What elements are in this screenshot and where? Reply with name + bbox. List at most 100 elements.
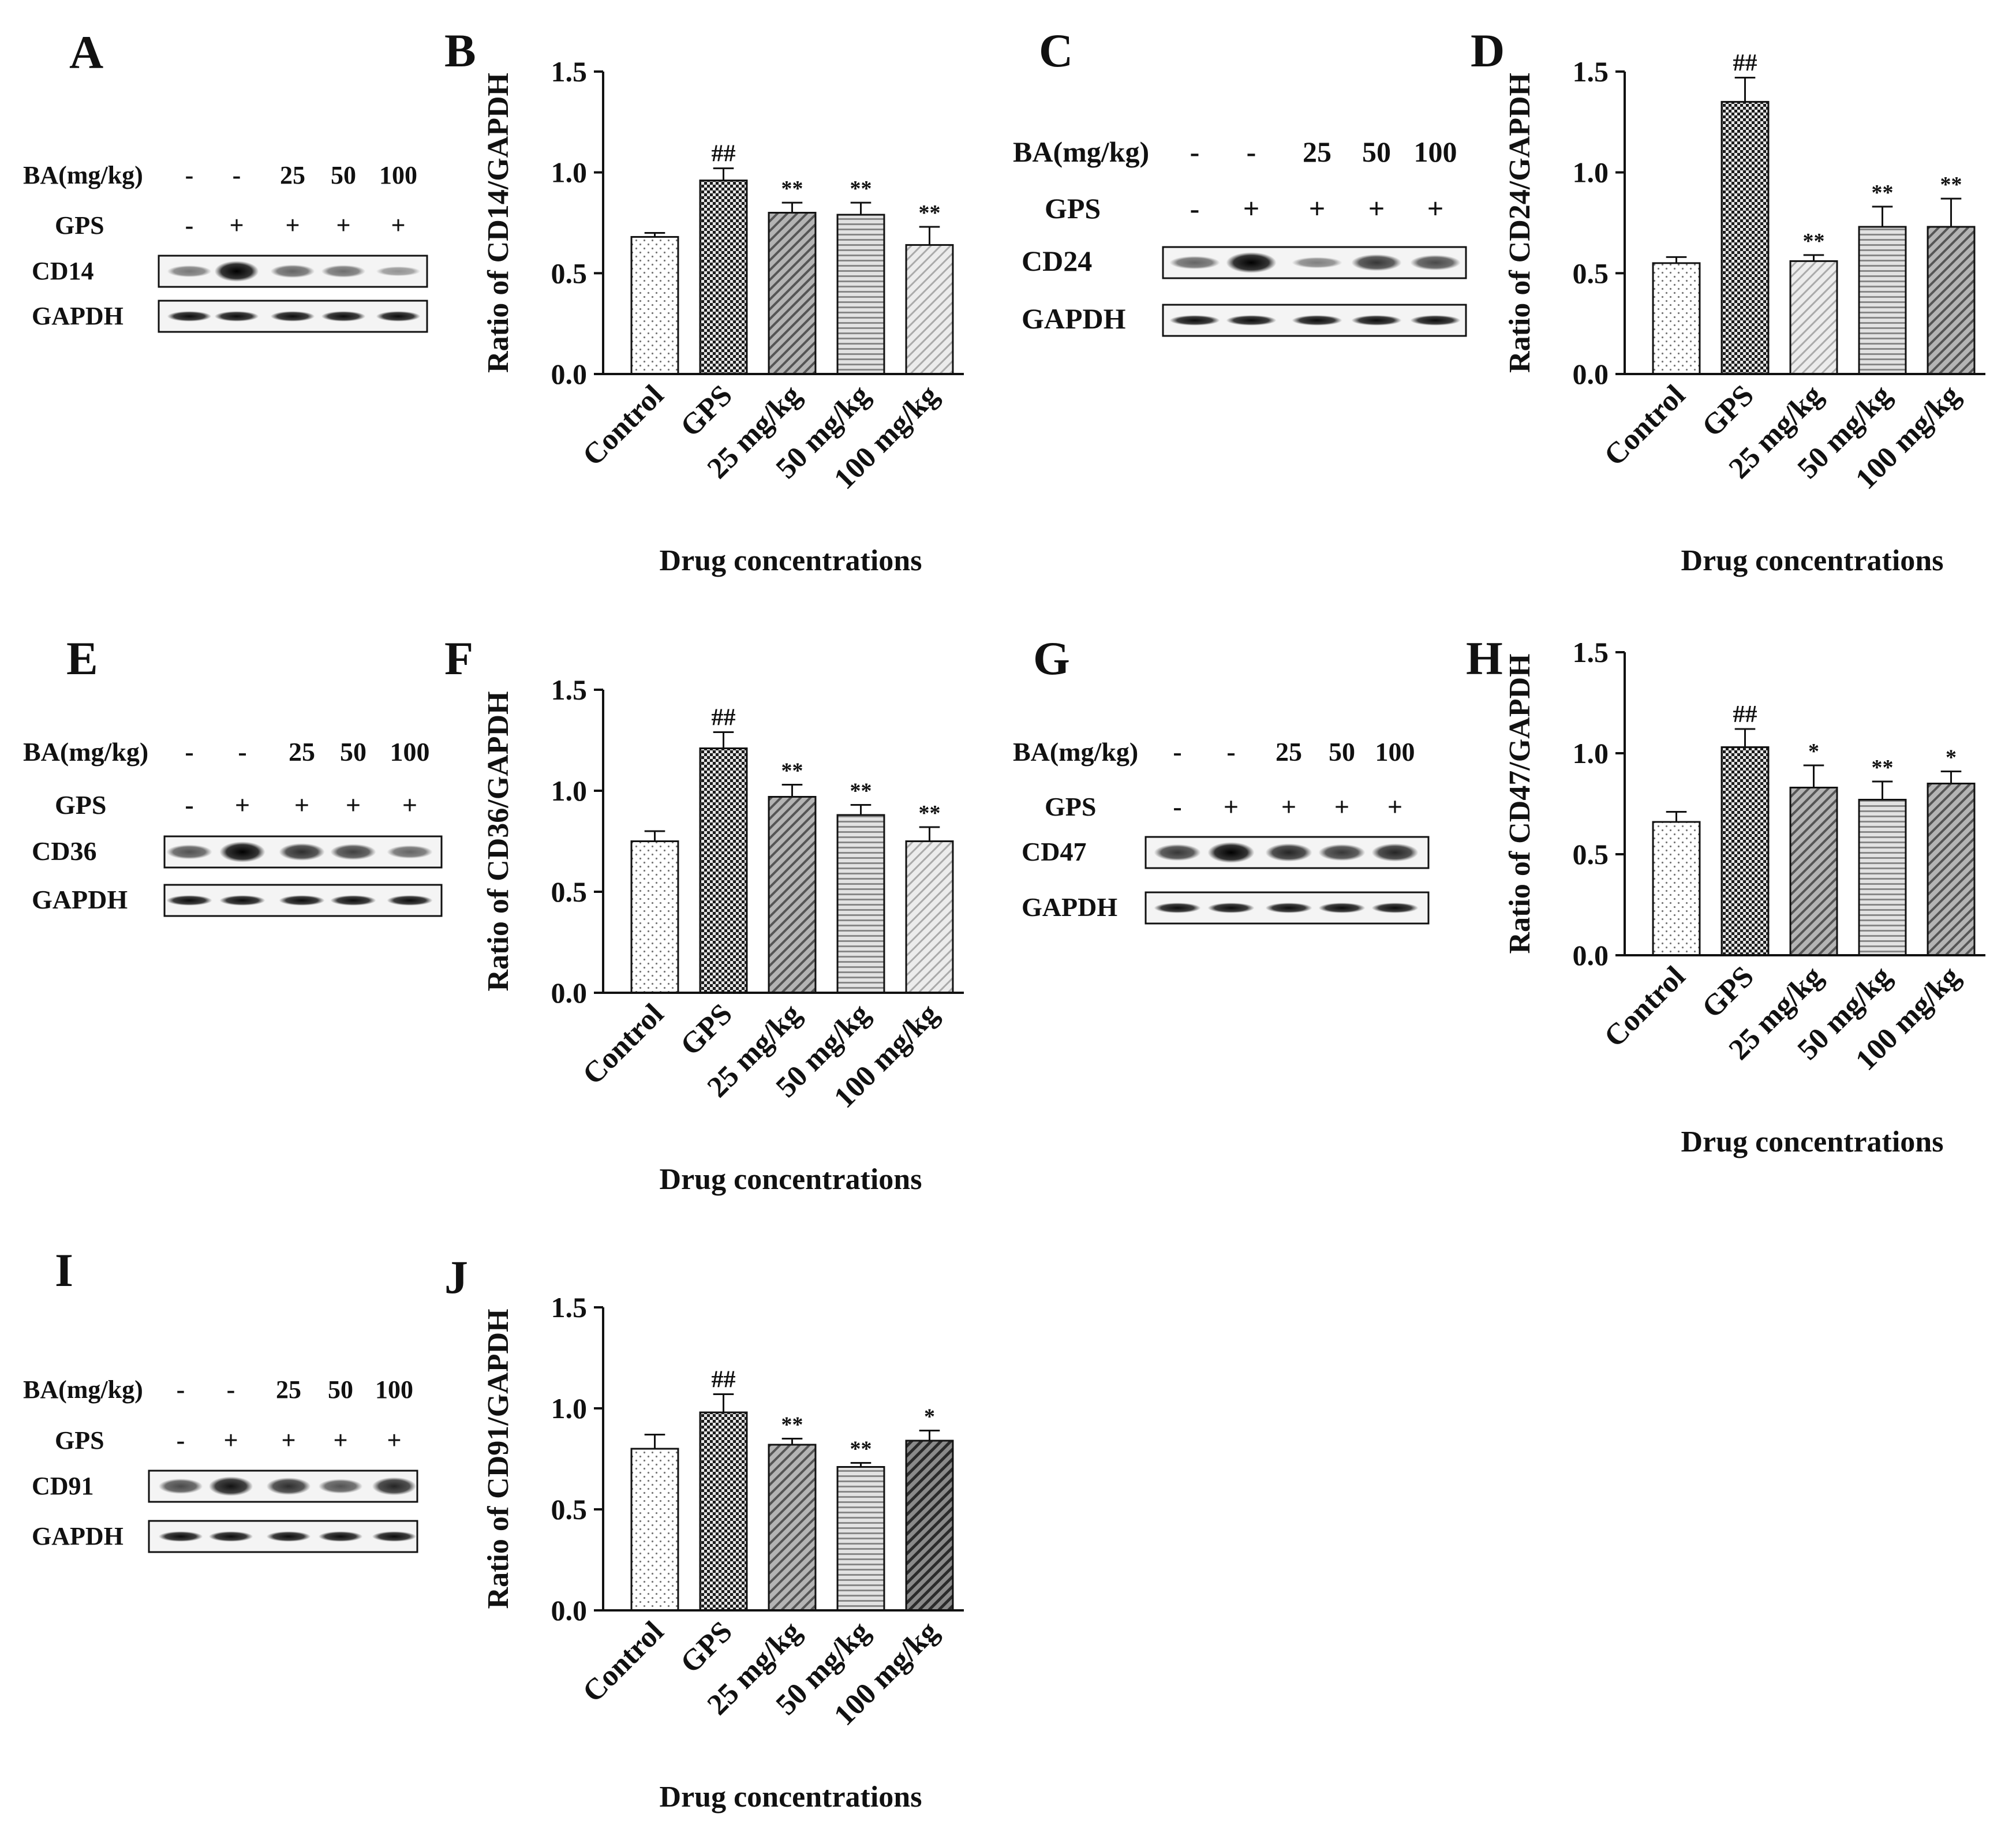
gps-value: + <box>391 211 405 240</box>
gapdh-band <box>1292 315 1342 326</box>
gps-value: + <box>1427 192 1444 225</box>
y-tick-label: 1.5 <box>551 55 588 88</box>
protein-label: CD91 <box>32 1472 94 1500</box>
protein-band <box>1207 842 1255 863</box>
panel-letter-d: D <box>1471 24 1505 77</box>
y-tick-label: 0.5 <box>1573 257 1609 289</box>
significance-marker: ## <box>712 141 736 167</box>
bar-chart-f: Control##GPS**25 mg/kg**50 mg/kg**100 mg… <box>482 674 964 1196</box>
bar <box>699 180 748 375</box>
ba-value: 100 <box>375 1375 413 1404</box>
gps-value: + <box>1309 192 1326 225</box>
y-tick-label: 0.5 <box>551 1493 588 1526</box>
y-axis-label: Ratio of CD91/GAPDH <box>482 1309 515 1609</box>
bar <box>905 1440 954 1612</box>
protein-band <box>208 1476 253 1496</box>
protein-band <box>321 265 366 278</box>
gps-value: + <box>336 211 350 240</box>
panel-letter-b: B <box>444 24 476 77</box>
gps-value: + <box>387 1426 401 1455</box>
gapdh-band <box>208 1531 253 1542</box>
ba-value: - <box>1247 136 1256 168</box>
bar <box>1652 262 1701 375</box>
protein-band <box>1169 256 1220 270</box>
gps-value: + <box>1281 792 1296 821</box>
gps-label: GPS <box>55 790 106 820</box>
y-tick-label: 1.0 <box>551 156 588 189</box>
bar-chart-b: Control##GPS**25 mg/kg**50 mg/kg**100 mg… <box>482 55 964 577</box>
gps-value: + <box>1243 192 1260 225</box>
gapdh-band <box>318 1531 363 1542</box>
protein-band <box>1371 843 1419 862</box>
ba-value: 50 <box>1362 136 1391 168</box>
gapdh-band <box>1226 315 1277 326</box>
gps-value: + <box>294 790 309 820</box>
significance-marker: ** <box>850 779 872 803</box>
blot-panel-c: BA(mg/kg) GPS - - 25 50 100 - + + + + CD24 GAPDH <box>1013 136 1467 337</box>
category-tick-label: Control <box>577 379 670 472</box>
gapdh-band <box>167 311 212 321</box>
bar <box>836 214 885 375</box>
protein-label: CD36 <box>32 836 96 866</box>
ba-value: - <box>185 161 194 189</box>
x-axis-label: Drug concentrations <box>1681 1126 1944 1158</box>
bar-chart-j: Control##GPS**25 mg/kg**50 mg/kg*100 mg/… <box>482 1291 964 1814</box>
y-tick-label: 1.5 <box>551 674 588 706</box>
significance-marker: * <box>1808 739 1819 764</box>
significance-marker: * <box>1946 746 1957 770</box>
y-tick-label: 0.5 <box>551 876 588 908</box>
y-axis-label: Ratio of CD36/GAPDH <box>482 691 515 992</box>
x-axis-label: Drug concentrations <box>1681 544 1944 577</box>
y-axis-label: Ratio of CD24/GAPDH <box>1503 73 1536 373</box>
significance-marker: * <box>924 1405 935 1429</box>
gps-value: - <box>1173 792 1181 821</box>
bar-chart-h: Control##GPS*25 mg/kg**50 mg/kg*100 mg/k… <box>1503 636 1985 1158</box>
protein-label: CD14 <box>32 257 94 285</box>
protein-band <box>1265 843 1312 862</box>
ba-value: 50 <box>1329 737 1355 767</box>
control-protein-label: GAPDH <box>1022 302 1126 335</box>
gapdh-band <box>321 311 366 321</box>
protein-band <box>270 264 315 278</box>
gps-value: + <box>333 1426 347 1455</box>
significance-marker: ** <box>1872 756 1894 780</box>
bar <box>1858 226 1907 375</box>
gps-value: - <box>185 211 194 240</box>
significance-marker: ** <box>850 177 872 201</box>
blot-panel-g: BA(mg/kg) GPS - - 25 50 100 - + + + + CD47 GAPDH <box>1013 737 1430 925</box>
significance-marker: ** <box>919 201 941 225</box>
gapdh-band <box>166 895 212 906</box>
significance-marker: ** <box>1872 181 1894 205</box>
category-tick-label: Control <box>577 1615 670 1708</box>
gapdh-band <box>372 1531 417 1542</box>
gapdh-band <box>1207 903 1255 913</box>
gapdh-band <box>158 1531 203 1542</box>
significance-marker: ** <box>781 759 803 783</box>
gps-value: - <box>1190 192 1200 225</box>
gps-value: - <box>177 1426 185 1455</box>
protein-band <box>167 265 212 278</box>
ba-value: 25 <box>1303 136 1331 168</box>
protein-band <box>214 261 259 282</box>
bar <box>630 235 679 375</box>
protein-band <box>266 1478 311 1495</box>
y-tick-label: 1.0 <box>551 775 588 807</box>
gapdh-band <box>387 895 433 906</box>
bar <box>1789 260 1838 375</box>
gapdh-band <box>376 311 421 321</box>
gapdh-band <box>1351 315 1402 326</box>
ba-value: 100 <box>1375 737 1415 767</box>
gapdh-band <box>1265 903 1312 913</box>
gps-value: + <box>402 790 417 820</box>
gapdh-band <box>214 311 259 321</box>
ba-value: - <box>185 737 193 767</box>
ba-value: - <box>233 161 241 189</box>
ba-value: - <box>1226 737 1235 767</box>
protein-band <box>1226 252 1277 273</box>
control-protein-label: GAPDH <box>32 1522 124 1550</box>
ba-value: - <box>1190 136 1200 168</box>
panel-letter-j: J <box>444 1251 468 1303</box>
bar <box>699 747 748 994</box>
gapdh-band <box>1154 903 1201 913</box>
protein-band <box>387 845 433 859</box>
